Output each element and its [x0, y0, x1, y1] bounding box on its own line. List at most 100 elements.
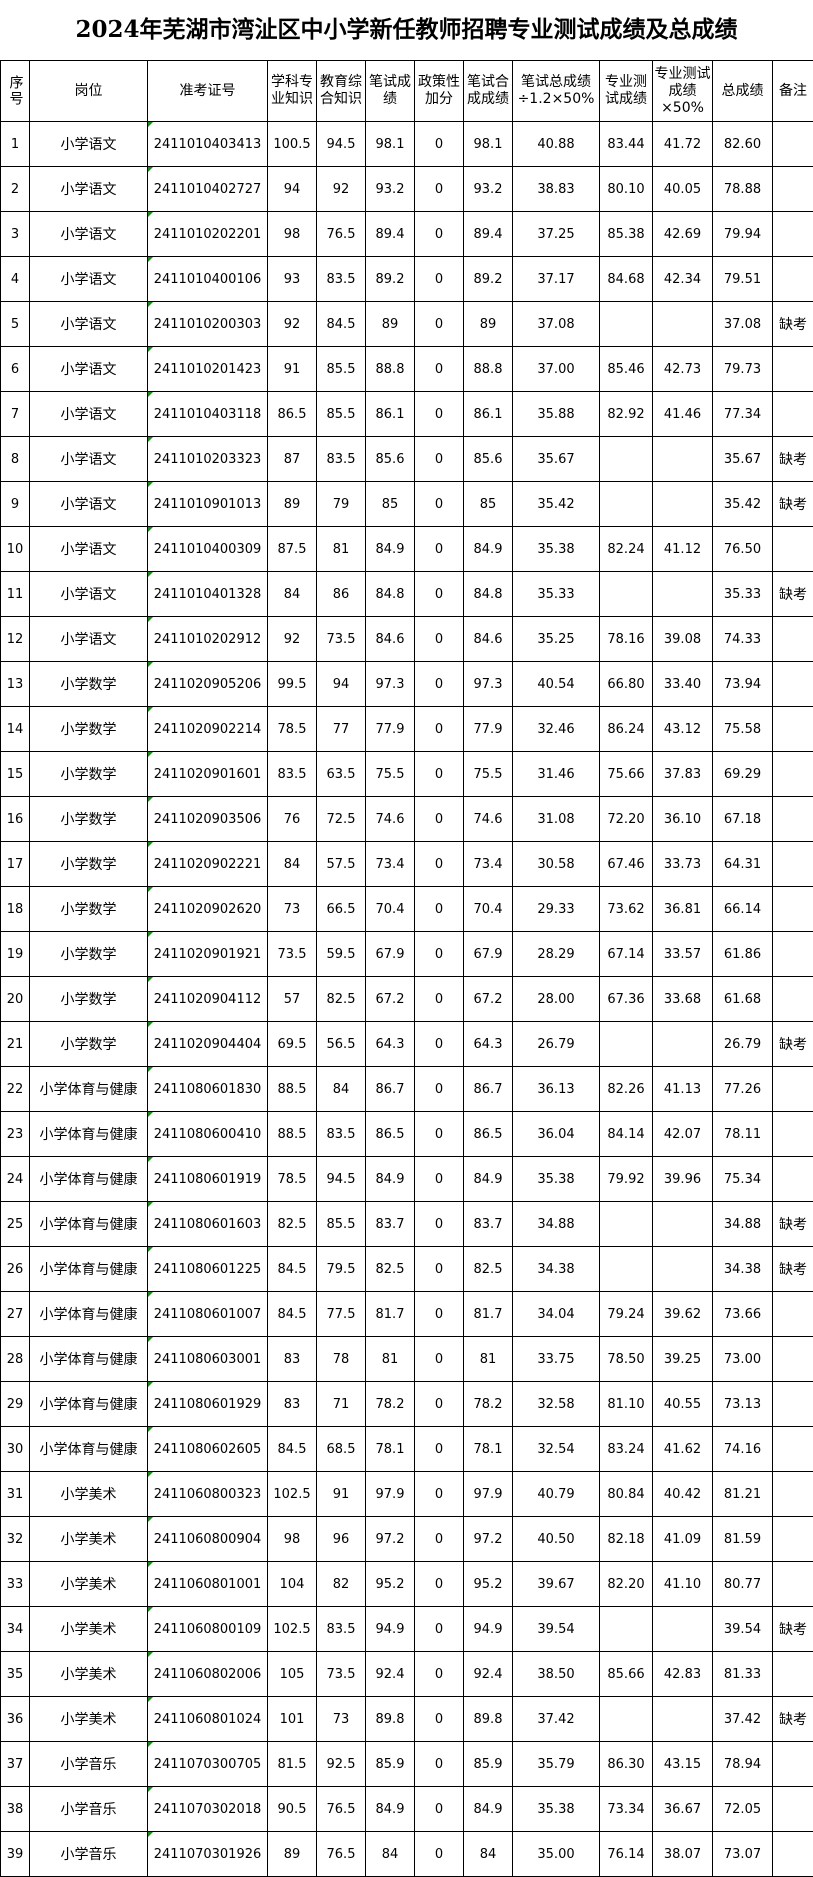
cell-education-knowledge[interactable]: 73.5 [316, 616, 366, 662]
cell-professional-weighted[interactable]: 41.12 [652, 526, 713, 572]
cell-education-knowledge[interactable]: 96 [316, 1516, 366, 1562]
cell-total-score[interactable]: 66.14 [712, 886, 773, 932]
cell-exam-id[interactable]: 2411010403413 [147, 121, 268, 167]
cell-exam-id[interactable]: 2411060801024 [147, 1696, 268, 1742]
cell-professional-weighted[interactable]: 43.12 [652, 706, 713, 752]
cell-seq[interactable]: 10 [0, 526, 30, 572]
cell-education-knowledge[interactable]: 84 [316, 1066, 366, 1112]
cell-written-weighted[interactable]: 35.25 [512, 616, 600, 662]
cell-remark[interactable]: 缺考 [772, 301, 813, 347]
cell-written-score[interactable]: 77.9 [365, 706, 415, 752]
cell-total-score[interactable]: 79.94 [712, 211, 773, 257]
cell-written-weighted[interactable]: 35.79 [512, 1741, 600, 1787]
cell-policy-bonus[interactable]: 0 [414, 886, 464, 932]
cell-total-score[interactable]: 78.94 [712, 1741, 773, 1787]
cell-total-score[interactable]: 75.34 [712, 1156, 773, 1202]
cell-subject-knowledge[interactable]: 105 [267, 1651, 317, 1697]
cell-professional-test[interactable]: 82.92 [599, 391, 653, 437]
cell-written-weighted[interactable]: 35.38 [512, 1156, 600, 1202]
cell-seq[interactable]: 35 [0, 1651, 30, 1697]
cell-subject-knowledge[interactable]: 89 [267, 481, 317, 527]
cell-exam-id[interactable]: 2411080601830 [147, 1066, 268, 1112]
cell-position[interactable]: 小学体育与健康 [29, 1426, 148, 1472]
cell-written-combined[interactable]: 84.9 [463, 1156, 513, 1202]
cell-professional-weighted[interactable]: 42.69 [652, 211, 713, 257]
cell-education-knowledge[interactable]: 83.5 [316, 1111, 366, 1157]
cell-written-score[interactable]: 89.8 [365, 1696, 415, 1742]
cell-education-knowledge[interactable]: 85.5 [316, 1201, 366, 1247]
cell-total-score[interactable]: 81.59 [712, 1516, 773, 1562]
cell-education-knowledge[interactable]: 84.5 [316, 301, 366, 347]
cell-policy-bonus[interactable]: 0 [414, 526, 464, 572]
cell-subject-knowledge[interactable]: 82.5 [267, 1201, 317, 1247]
cell-subject-knowledge[interactable]: 98 [267, 1516, 317, 1562]
cell-position[interactable]: 小学体育与健康 [29, 1336, 148, 1382]
cell-education-knowledge[interactable]: 57.5 [316, 841, 366, 887]
cell-professional-test[interactable]: 84.14 [599, 1111, 653, 1157]
cell-professional-test[interactable]: 80.84 [599, 1471, 653, 1517]
cell-professional-weighted[interactable] [652, 571, 713, 617]
cell-exam-id[interactable]: 2411020902620 [147, 886, 268, 932]
cell-total-score[interactable]: 73.94 [712, 661, 773, 707]
cell-professional-test[interactable]: 86.30 [599, 1741, 653, 1787]
cell-subject-knowledge[interactable]: 84.5 [267, 1246, 317, 1292]
cell-policy-bonus[interactable]: 0 [414, 346, 464, 392]
cell-remark[interactable] [772, 1516, 813, 1562]
cell-remark[interactable] [772, 1156, 813, 1202]
cell-education-knowledge[interactable]: 82 [316, 1561, 366, 1607]
cell-education-knowledge[interactable]: 73.5 [316, 1651, 366, 1697]
cell-professional-test[interactable]: 67.46 [599, 841, 653, 887]
cell-remark[interactable] [772, 1336, 813, 1382]
cell-exam-id[interactable]: 2411080601007 [147, 1291, 268, 1337]
cell-policy-bonus[interactable]: 0 [414, 1471, 464, 1517]
cell-written-weighted[interactable]: 32.54 [512, 1426, 600, 1472]
cell-policy-bonus[interactable]: 0 [414, 121, 464, 167]
cell-professional-test[interactable]: 82.18 [599, 1516, 653, 1562]
cell-exam-id[interactable]: 2411060802006 [147, 1651, 268, 1697]
cell-position[interactable]: 小学语文 [29, 526, 148, 572]
cell-written-score[interactable]: 83.7 [365, 1201, 415, 1247]
cell-written-combined[interactable]: 92.4 [463, 1651, 513, 1697]
cell-policy-bonus[interactable]: 0 [414, 1831, 464, 1877]
cell-total-score[interactable]: 82.60 [712, 121, 773, 167]
cell-written-combined[interactable]: 84.9 [463, 526, 513, 572]
cell-remark[interactable] [772, 1471, 813, 1517]
cell-written-weighted[interactable]: 35.67 [512, 436, 600, 482]
cell-remark[interactable]: 缺考 [772, 481, 813, 527]
cell-professional-weighted[interactable]: 33.40 [652, 661, 713, 707]
cell-professional-test[interactable]: 67.14 [599, 931, 653, 977]
cell-position[interactable]: 小学美术 [29, 1696, 148, 1742]
cell-professional-weighted[interactable]: 33.73 [652, 841, 713, 887]
cell-subject-knowledge[interactable]: 102.5 [267, 1471, 317, 1517]
cell-education-knowledge[interactable]: 68.5 [316, 1426, 366, 1472]
cell-written-score[interactable]: 93.2 [365, 166, 415, 212]
cell-exam-id[interactable]: 2411020902221 [147, 841, 268, 887]
cell-seq[interactable]: 19 [0, 931, 30, 977]
cell-exam-id[interactable]: 2411060800323 [147, 1471, 268, 1517]
cell-seq[interactable]: 25 [0, 1201, 30, 1247]
cell-subject-knowledge[interactable]: 100.5 [267, 121, 317, 167]
cell-written-weighted[interactable]: 37.08 [512, 301, 600, 347]
cell-professional-test[interactable] [599, 436, 653, 482]
cell-professional-test[interactable]: 78.16 [599, 616, 653, 662]
cell-total-score[interactable]: 64.31 [712, 841, 773, 887]
cell-remark[interactable] [772, 1426, 813, 1472]
cell-exam-id[interactable]: 2411020905206 [147, 661, 268, 707]
cell-written-combined[interactable]: 75.5 [463, 751, 513, 797]
cell-position[interactable]: 小学体育与健康 [29, 1291, 148, 1337]
cell-subject-knowledge[interactable]: 73 [267, 886, 317, 932]
cell-subject-knowledge[interactable]: 76 [267, 796, 317, 842]
cell-policy-bonus[interactable]: 0 [414, 1561, 464, 1607]
cell-written-score[interactable]: 97.3 [365, 661, 415, 707]
cell-education-knowledge[interactable]: 76.5 [316, 1831, 366, 1877]
cell-subject-knowledge[interactable]: 69.5 [267, 1021, 317, 1067]
cell-education-knowledge[interactable]: 79.5 [316, 1246, 366, 1292]
cell-exam-id[interactable]: 2411010202912 [147, 616, 268, 662]
cell-exam-id[interactable]: 2411010401328 [147, 571, 268, 617]
cell-written-score[interactable]: 89.2 [365, 256, 415, 302]
cell-professional-test[interactable] [599, 481, 653, 527]
cell-subject-knowledge[interactable]: 102.5 [267, 1606, 317, 1652]
cell-written-weighted[interactable]: 28.29 [512, 931, 600, 977]
cell-exam-id[interactable]: 2411020904112 [147, 976, 268, 1022]
cell-total-score[interactable]: 61.68 [712, 976, 773, 1022]
